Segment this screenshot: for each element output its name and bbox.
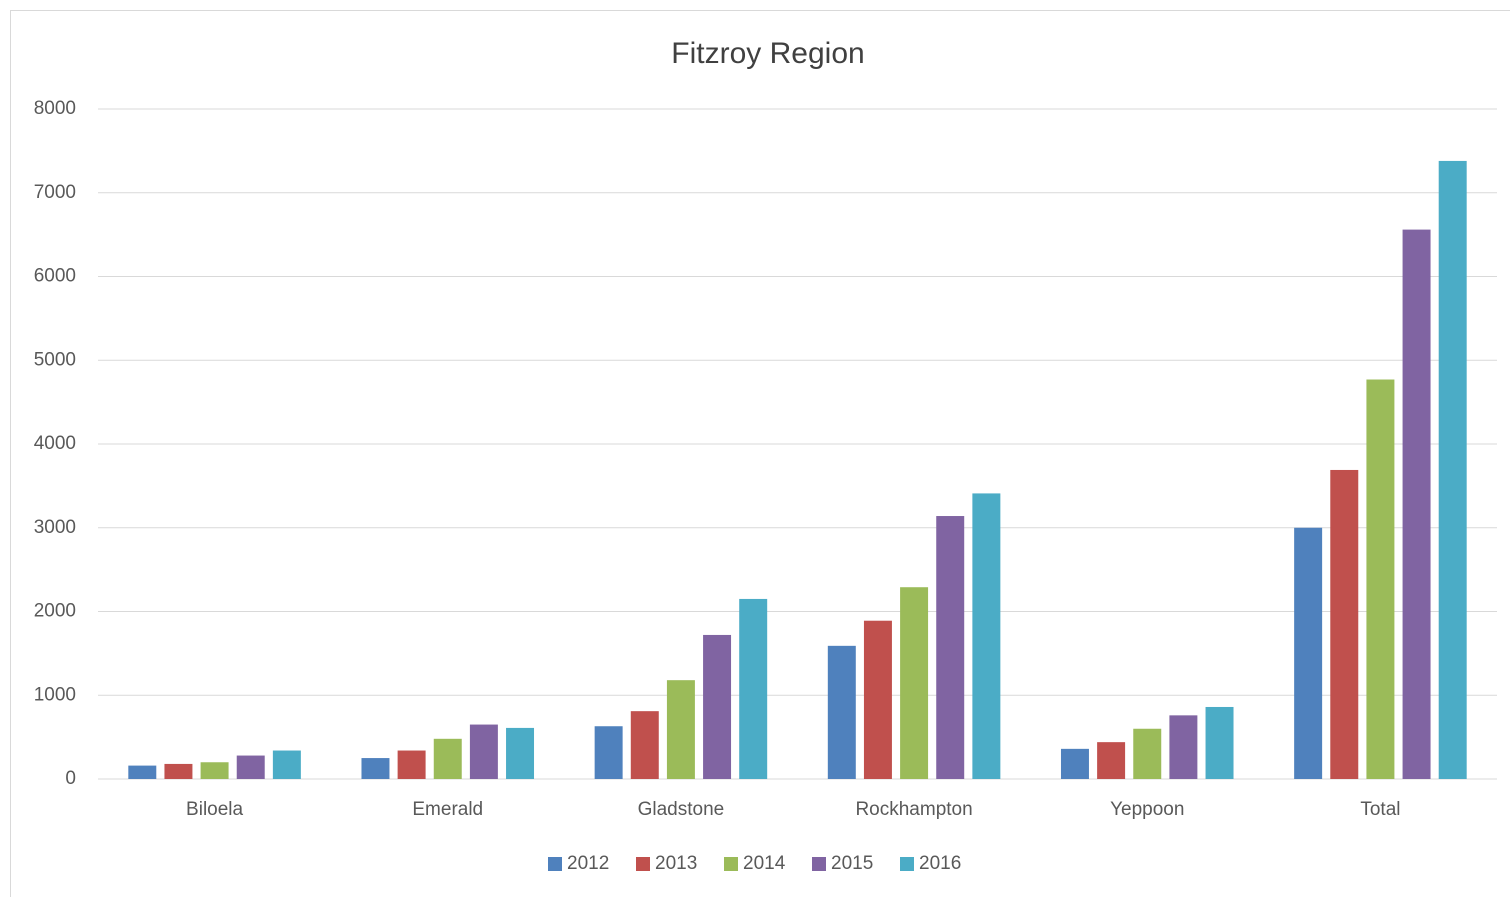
legend-label: 2014 xyxy=(743,853,786,874)
bar xyxy=(1294,527,1323,779)
y-tick-label: 7000 xyxy=(34,182,76,203)
x-tick-label: Yeppoon xyxy=(1110,799,1184,820)
legend-label: 2013 xyxy=(655,853,697,874)
bar xyxy=(630,711,659,779)
x-tick-label: Gladstone xyxy=(638,799,725,820)
y-tick-label: 3000 xyxy=(34,517,76,538)
y-tick-label: 2000 xyxy=(34,601,76,622)
bar xyxy=(936,516,965,779)
y-tick-label: 4000 xyxy=(34,433,76,454)
bar xyxy=(972,493,1001,779)
bar xyxy=(1169,715,1198,779)
bar xyxy=(1133,728,1162,779)
x-tick-label: Total xyxy=(1360,799,1400,820)
bar xyxy=(200,762,229,779)
bar xyxy=(827,645,856,779)
x-tick-label: Biloela xyxy=(186,799,243,820)
bar xyxy=(236,755,265,779)
x-tick-label: Rockhampton xyxy=(855,799,972,820)
bar xyxy=(703,634,732,779)
bar xyxy=(1205,706,1234,779)
bar xyxy=(1438,160,1467,780)
y-tick-label: 1000 xyxy=(34,684,76,705)
bar xyxy=(1366,379,1395,779)
y-tick-label: 6000 xyxy=(34,266,76,287)
bar xyxy=(900,587,929,779)
bar xyxy=(1060,748,1089,779)
legend-label: 2012 xyxy=(567,853,609,874)
bar xyxy=(272,750,301,779)
bar xyxy=(594,726,623,779)
bar xyxy=(361,758,390,779)
chart-title: Fitzroy Region xyxy=(671,37,864,70)
legend-swatch xyxy=(636,857,650,871)
bar xyxy=(397,750,426,779)
legend-swatch xyxy=(548,857,562,871)
x-tick-label: Emerald xyxy=(412,799,483,820)
bar xyxy=(128,765,157,779)
bar xyxy=(666,680,695,779)
bar xyxy=(433,738,462,779)
bar xyxy=(164,763,193,779)
legend-label: 2015 xyxy=(831,853,873,874)
y-tick-label: 5000 xyxy=(34,349,76,370)
bar xyxy=(506,727,535,779)
legend-swatch xyxy=(900,857,914,871)
bar xyxy=(1097,742,1126,779)
y-tick-label: 0 xyxy=(65,768,76,789)
legend-swatch xyxy=(812,857,826,871)
legend-label: 2016 xyxy=(919,853,961,874)
y-tick-label: 8000 xyxy=(34,98,76,119)
bar xyxy=(1330,469,1359,779)
bar xyxy=(1402,229,1431,780)
bar xyxy=(469,724,498,779)
bar xyxy=(739,598,768,779)
bar xyxy=(863,620,892,779)
legend-swatch xyxy=(724,857,738,871)
